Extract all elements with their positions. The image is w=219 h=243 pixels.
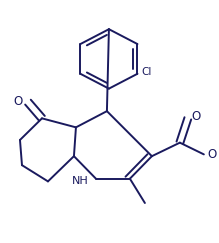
- Text: O: O: [207, 148, 216, 161]
- Text: NH: NH: [72, 176, 88, 186]
- Text: Cl: Cl: [141, 67, 152, 77]
- Text: O: O: [13, 95, 23, 108]
- Text: O: O: [191, 110, 200, 123]
